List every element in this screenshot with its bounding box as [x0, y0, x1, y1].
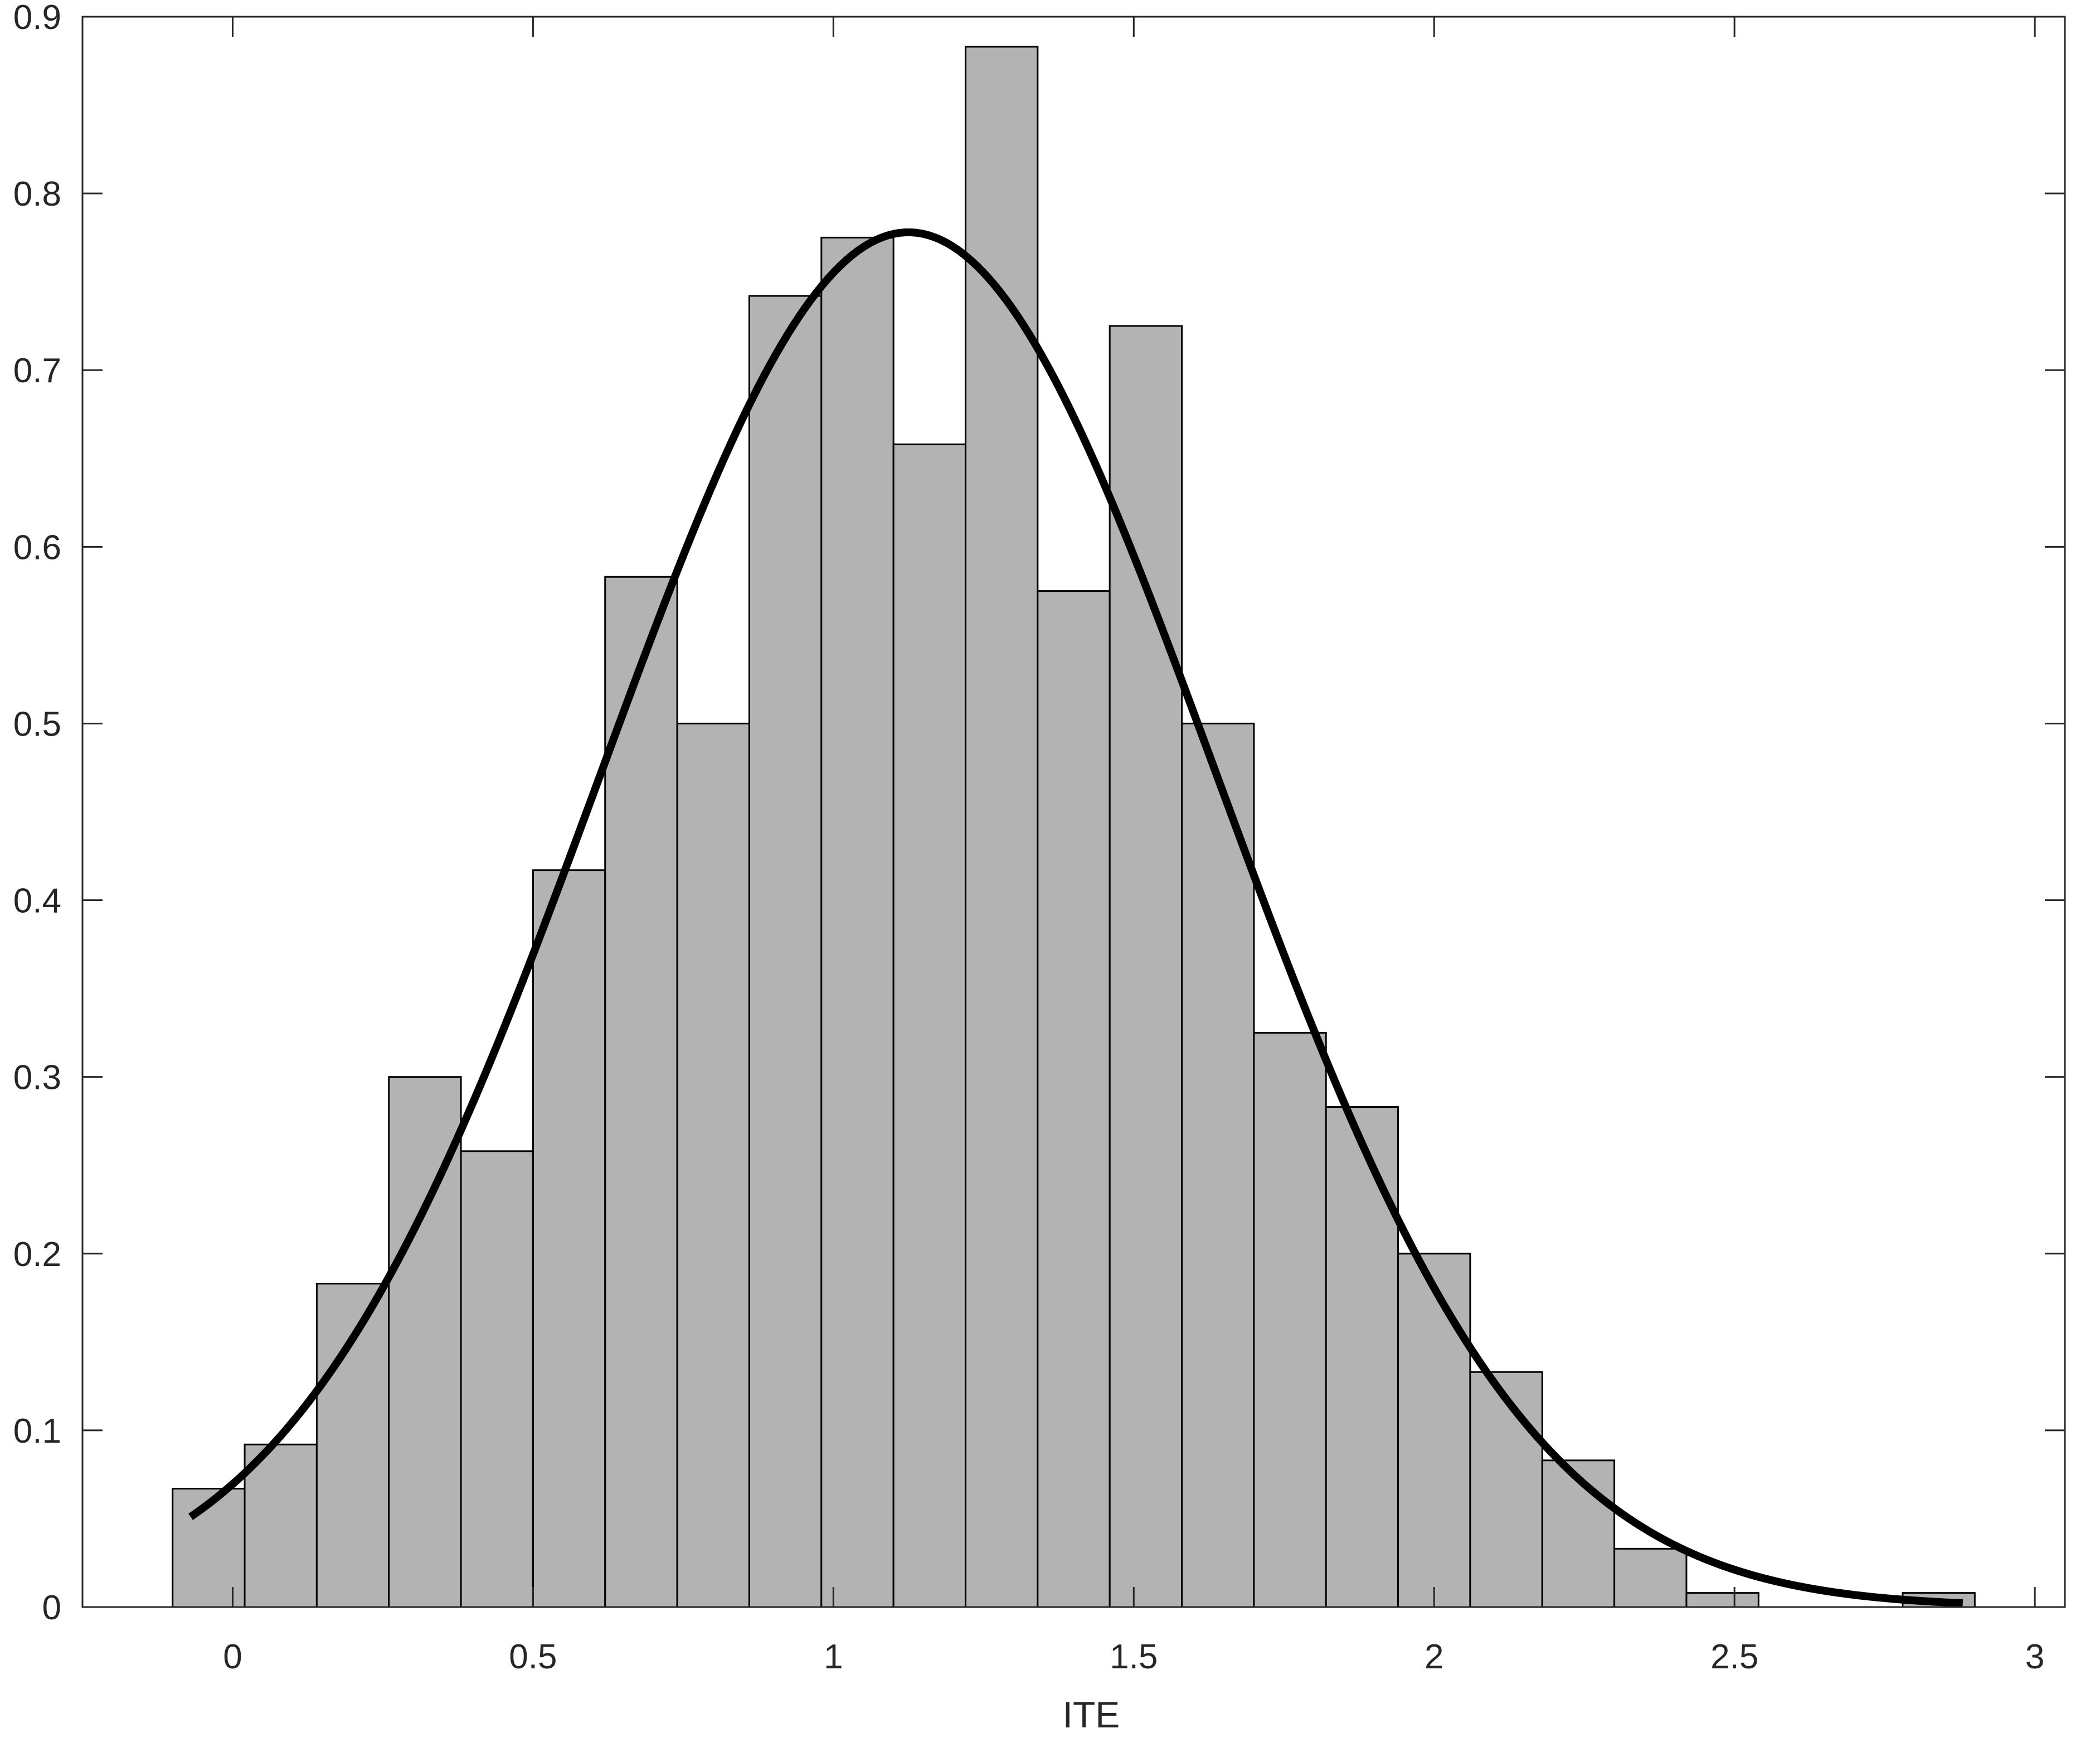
histogram-bar-6 — [532, 869, 606, 1608]
histogram-bar-19 — [1469, 1371, 1543, 1608]
x-axis-label: ITE — [1063, 1694, 1120, 1735]
histogram-bar-10 — [820, 236, 895, 1608]
y-tick-label: 0.6 — [13, 528, 61, 567]
y-tick-label: 0.9 — [13, 0, 61, 37]
histogram-bar-9 — [748, 295, 823, 1608]
histogram-bar-15 — [1181, 722, 1255, 1608]
histogram-bar-11 — [892, 443, 966, 1608]
x-tick-label: 0 — [223, 1638, 242, 1676]
x-tick-label: 1.5 — [1110, 1638, 1158, 1676]
histogram-bar-12 — [964, 46, 1039, 1608]
y-tick-label: 0.7 — [13, 352, 61, 390]
y-tick-label: 0.4 — [13, 882, 61, 921]
histogram-bar-7 — [604, 576, 678, 1608]
x-tick-label: 3 — [2025, 1638, 2044, 1676]
tick-labels: 0 0.5 1 1.5 2 2.5 3 0 0.1 0.2 0.3 0.4 0.5 0.6 0.7 0.8 0.… — [13, 0, 2045, 1676]
x-tick-label: 2 — [1425, 1638, 1443, 1676]
histogram-bar-5 — [460, 1150, 534, 1608]
histogram-bar-22 — [1685, 1592, 1759, 1608]
histogram-bar-21 — [1613, 1547, 1688, 1608]
plot-frame — [81, 16, 2066, 1608]
y-tick-label: 0.8 — [13, 175, 61, 213]
axes — [81, 16, 2066, 1608]
histogram-bar-14 — [1109, 325, 1183, 1608]
y-tick-label: 0.1 — [13, 1412, 61, 1450]
histogram-bar-2 — [244, 1443, 318, 1608]
histogram-bar-13 — [1037, 590, 1111, 1608]
x-tick-label: 2.5 — [1710, 1638, 1758, 1676]
histogram-bar-17 — [1325, 1106, 1399, 1608]
x-tick-label: 0.5 — [509, 1638, 557, 1676]
fitted-normal-curve — [188, 228, 1963, 1608]
histogram-bar-18 — [1397, 1253, 1471, 1608]
y-tick-label: 0.2 — [13, 1235, 61, 1274]
histogram-bars — [172, 46, 1976, 1608]
fitted-curve-layer — [188, 228, 1963, 1608]
x-tick-label: 1 — [824, 1638, 843, 1676]
histogram-bar-8 — [676, 722, 750, 1608]
histogram-bar-16 — [1253, 1031, 1327, 1608]
y-tick-label: 0.3 — [13, 1059, 61, 1097]
y-tick-label: 0.5 — [13, 705, 61, 743]
y-tick-label: 0 — [42, 1589, 61, 1627]
